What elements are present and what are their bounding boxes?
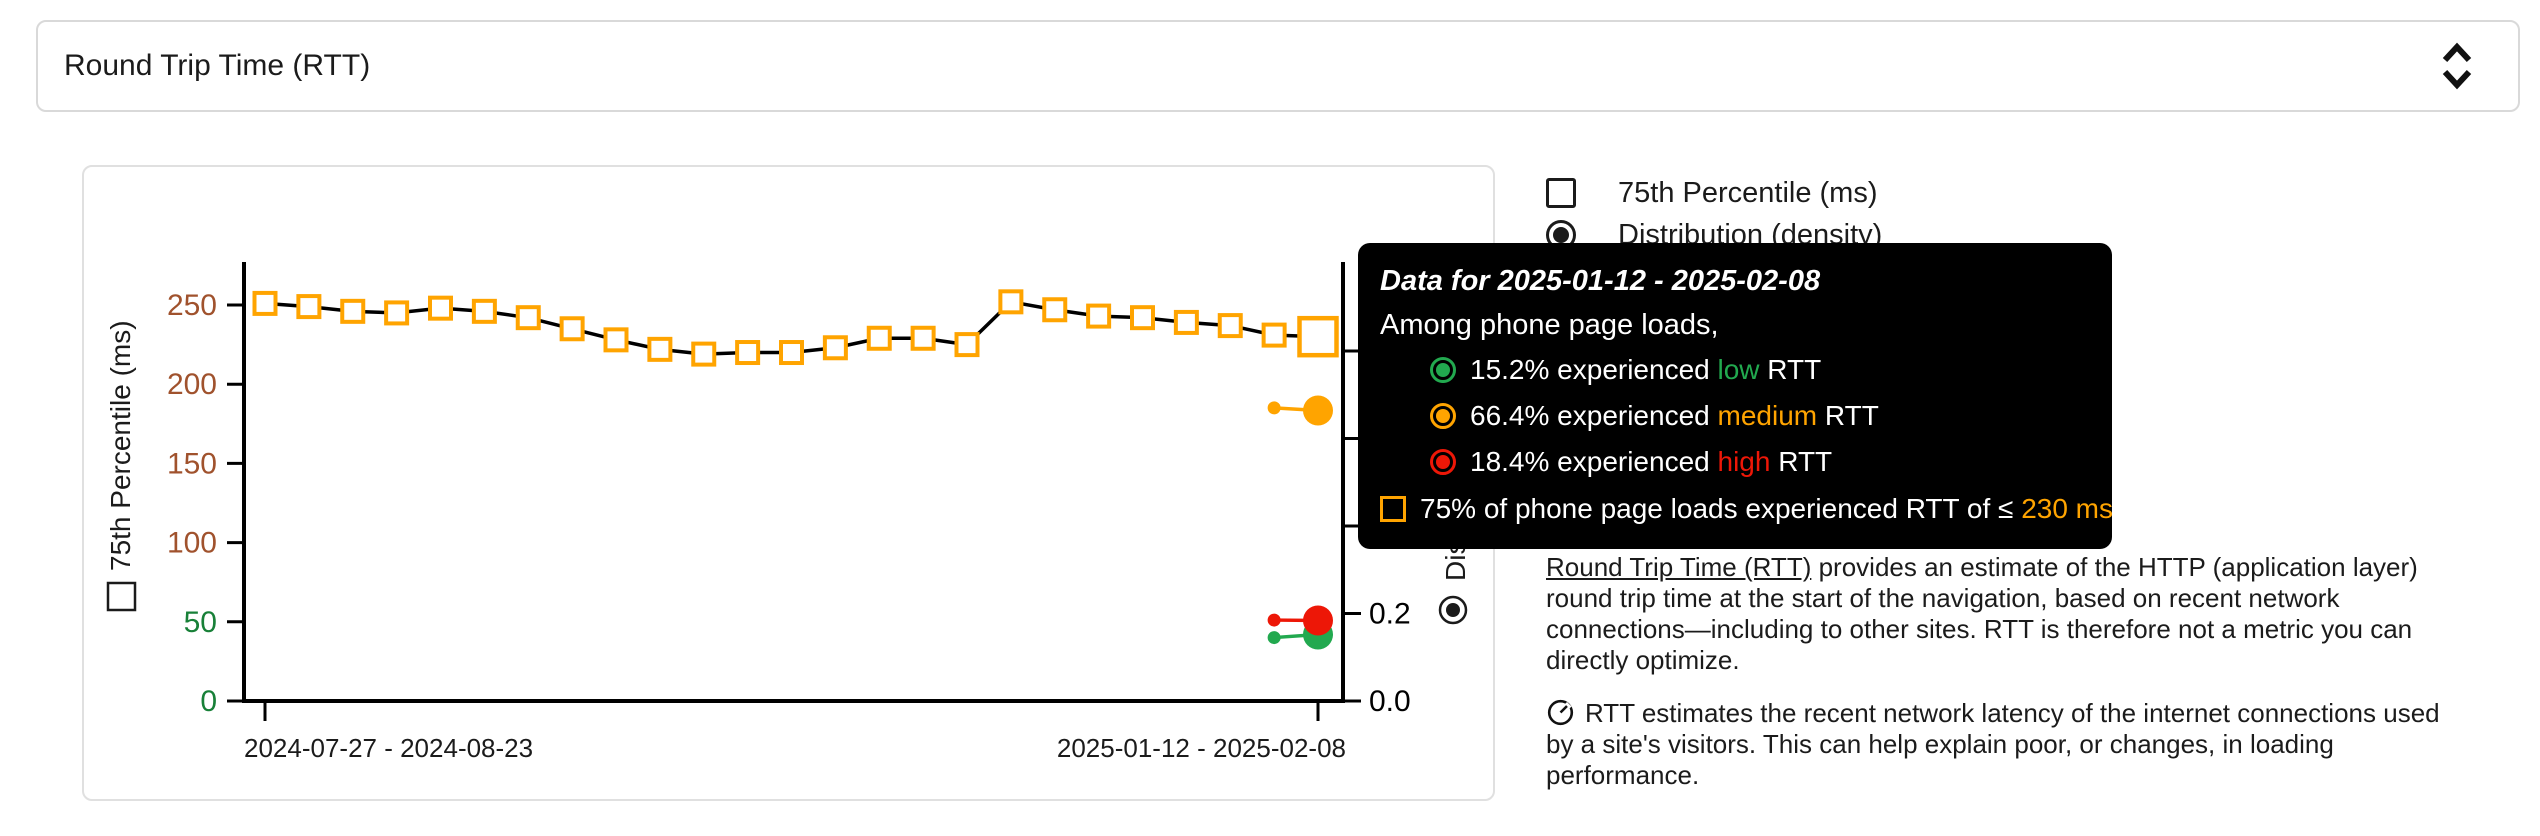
tooltip-row-text: 75% of phone page loads experienced RTT … xyxy=(1420,493,2114,524)
density-dot-medium[interactable] xyxy=(1303,395,1333,426)
y-axis-tick-label: 100 xyxy=(167,527,217,560)
tooltip-square-icon xyxy=(1380,496,1406,522)
density-dot-prev-high xyxy=(1267,613,1281,627)
tooltip-row-text: 15.2% experienced low RTT xyxy=(1470,354,1822,385)
tooltip-dot-center xyxy=(1436,455,1450,469)
tooltip-dot-center xyxy=(1436,363,1450,377)
chart-tooltip: Data for 2025-01-12 - 2025-02-08 Among p… xyxy=(1358,243,2113,549)
tooltip-row-text: 18.4% experienced high RTT xyxy=(1470,446,1833,477)
y-axis-tick-label: 150 xyxy=(167,447,217,480)
metric-description-paragraph-2: RTT estimates the recent network latency… xyxy=(1546,698,2454,791)
line-marker[interactable] xyxy=(515,305,541,331)
chart-legend: 75th Percentile (ms) Distribution (densi… xyxy=(1546,172,1882,256)
legend-label-percentile: 75th Percentile (ms) xyxy=(1618,176,1878,209)
y-axis-tick-label: 200 xyxy=(167,368,217,401)
tooltip-row-text: 66.4% experienced medium RTT xyxy=(1470,400,1879,431)
metric-select[interactable]: Round Trip Time (RTT) xyxy=(36,20,2520,112)
line-marker[interactable] xyxy=(1173,309,1199,335)
line-marker[interactable] xyxy=(384,300,410,326)
tooltip-title: Data for 2025-01-12 - 2025-02-08 xyxy=(1380,264,1821,297)
density-dot-prev-medium xyxy=(1267,401,1281,415)
line-marker[interactable] xyxy=(998,289,1024,315)
line-marker[interactable] xyxy=(340,298,366,324)
line-marker[interactable] xyxy=(1130,305,1155,331)
line-marker[interactable] xyxy=(1086,303,1112,329)
line-marker[interactable] xyxy=(822,335,848,361)
y2-axis-tick-label: 0.0 xyxy=(1369,685,1411,718)
line-marker[interactable] xyxy=(1261,322,1287,348)
line-marker[interactable] xyxy=(603,327,629,353)
radio-dot xyxy=(1553,227,1569,243)
line-marker[interactable] xyxy=(779,340,804,366)
line-marker[interactable] xyxy=(910,325,936,351)
x-axis-tick-label: 2024-07-27 - 2024-08-23 xyxy=(244,733,533,763)
line-marker-current[interactable] xyxy=(1297,315,1339,358)
y2-axis-radio-dot xyxy=(1446,603,1460,617)
tooltip-dot-center xyxy=(1436,409,1450,423)
rtt-link[interactable]: Round Trip Time (RTT) xyxy=(1546,552,1812,582)
x-axis-tick-label: 2025-01-12 - 2025-02-08 xyxy=(1057,733,1346,763)
metric-select-label: Round Trip Time (RTT) xyxy=(64,49,371,82)
speed-gauge-icon xyxy=(1547,699,1574,726)
legend-item-percentile[interactable]: 75th Percentile (ms) xyxy=(1546,172,1882,214)
metric-description-paragraph-1: Round Trip Time (RTT) provides an estima… xyxy=(1546,552,2454,676)
tooltip-dot-icon xyxy=(1430,403,1456,429)
checkbox-icon[interactable] xyxy=(1546,178,1576,208)
tooltip-dot-icon xyxy=(1430,357,1456,383)
unfold-more-icon xyxy=(2442,42,2472,90)
y-axis-tick-label: 250 xyxy=(167,289,217,322)
line-marker[interactable] xyxy=(1217,313,1243,339)
line-marker[interactable] xyxy=(866,325,892,351)
line-marker[interactable] xyxy=(691,341,717,367)
metric-description: Round Trip Time (RTT) provides an estima… xyxy=(1546,552,2454,813)
line-marker[interactable] xyxy=(735,340,761,366)
metric-description-text: provides an estimate of the HTTP (applic… xyxy=(1546,552,2418,675)
tooltip-subtitle: Among phone page loads, xyxy=(1380,308,1719,341)
y2-axis-tick-label: 0.2 xyxy=(1369,598,1411,631)
chart-card: 0 50 100 150 200 250 2024-07-27 - 2024-08-23 20… xyxy=(82,165,1495,801)
tooltip-rows: 15.2% experienced low RTT 66.4% experienc… xyxy=(1380,347,2113,533)
tooltip-row: 18.4% experienced high RTT xyxy=(1430,439,2090,485)
y2-axis-radio-glyph xyxy=(1438,595,1468,625)
y-axis-tick-label: 50 xyxy=(184,606,217,639)
y-axis-title: 75th Percentile (ms) xyxy=(105,320,136,571)
line-marker[interactable] xyxy=(647,336,673,362)
tooltip-row: 66.4% experienced medium RTT xyxy=(1430,393,2090,439)
line-marker[interactable] xyxy=(1042,297,1068,323)
tooltip-dot-icon xyxy=(1430,449,1456,475)
rtt-timeseries-chart: 0 50 100 150 200 250 2024-07-27 - 2024-08-23 20… xyxy=(105,262,1471,763)
tooltip-row: 75% of phone page loads experienced RTT … xyxy=(1380,485,2113,533)
y-axis-tick-label: 0 xyxy=(200,685,217,718)
line-marker[interactable] xyxy=(252,290,278,316)
tooltip-row: 15.2% experienced low RTT xyxy=(1430,347,2090,393)
line-marker[interactable] xyxy=(428,295,453,321)
line-marker[interactable] xyxy=(559,316,585,342)
density-dot-prev-low xyxy=(1267,631,1281,645)
line-marker[interactable] xyxy=(296,294,322,320)
density-dot-high[interactable] xyxy=(1303,605,1333,636)
line-marker[interactable] xyxy=(471,298,497,324)
y-axis-checkbox-glyph xyxy=(106,581,137,612)
line-marker[interactable] xyxy=(954,332,980,358)
metric-explainer-text: RTT estimates the recent network latency… xyxy=(1546,698,2440,790)
